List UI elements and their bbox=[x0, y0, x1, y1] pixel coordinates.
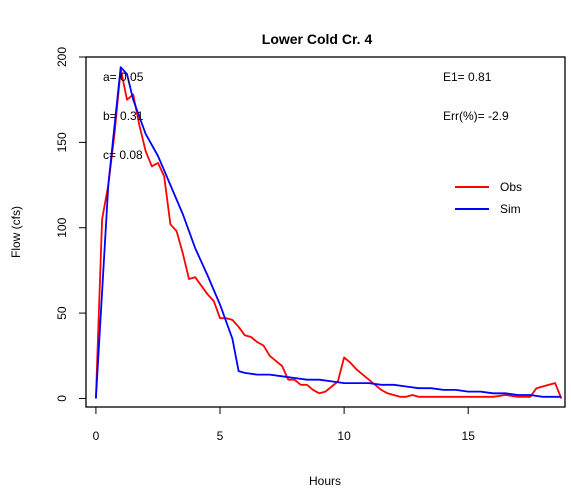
legend: Obs Sim bbox=[455, 180, 522, 216]
x-tick-label: 10 bbox=[337, 429, 351, 443]
y-axis-label: Flow (cfs) bbox=[9, 206, 23, 258]
plot-frame bbox=[85, 56, 566, 408]
x-tick-label: 15 bbox=[462, 429, 476, 443]
series-layer bbox=[95, 66, 563, 399]
legend-label-obs: Obs bbox=[500, 180, 522, 194]
x-axis-label: Hours bbox=[309, 474, 341, 488]
series-line-sim bbox=[95, 66, 562, 399]
y-tick-label: 200 bbox=[55, 47, 69, 67]
x-tick-label: 0 bbox=[93, 429, 100, 443]
annotation-a: a= 0.05 bbox=[103, 70, 144, 84]
annotation-e1: E1= 0.81 bbox=[443, 70, 492, 84]
annotation-c: c= 0.08 bbox=[103, 148, 143, 162]
annotation-b: b= 0.31 bbox=[103, 109, 144, 123]
y-tick-label: 0 bbox=[55, 395, 69, 402]
x-axis: 0 5 10 15 bbox=[93, 407, 476, 443]
x-tick-label: 5 bbox=[217, 429, 224, 443]
annotation-err: Err(%)= -2.9 bbox=[443, 109, 509, 123]
legend-label-sim: Sim bbox=[500, 202, 521, 216]
y-tick-label: 150 bbox=[55, 132, 69, 152]
chart-title: Lower Cold Cr. 4 bbox=[262, 31, 373, 47]
y-tick-label: 50 bbox=[55, 306, 69, 320]
series-line-obs bbox=[95, 68, 563, 399]
y-tick-label: 100 bbox=[55, 217, 69, 237]
y-axis: 0 50 100 150 200 bbox=[55, 47, 86, 402]
